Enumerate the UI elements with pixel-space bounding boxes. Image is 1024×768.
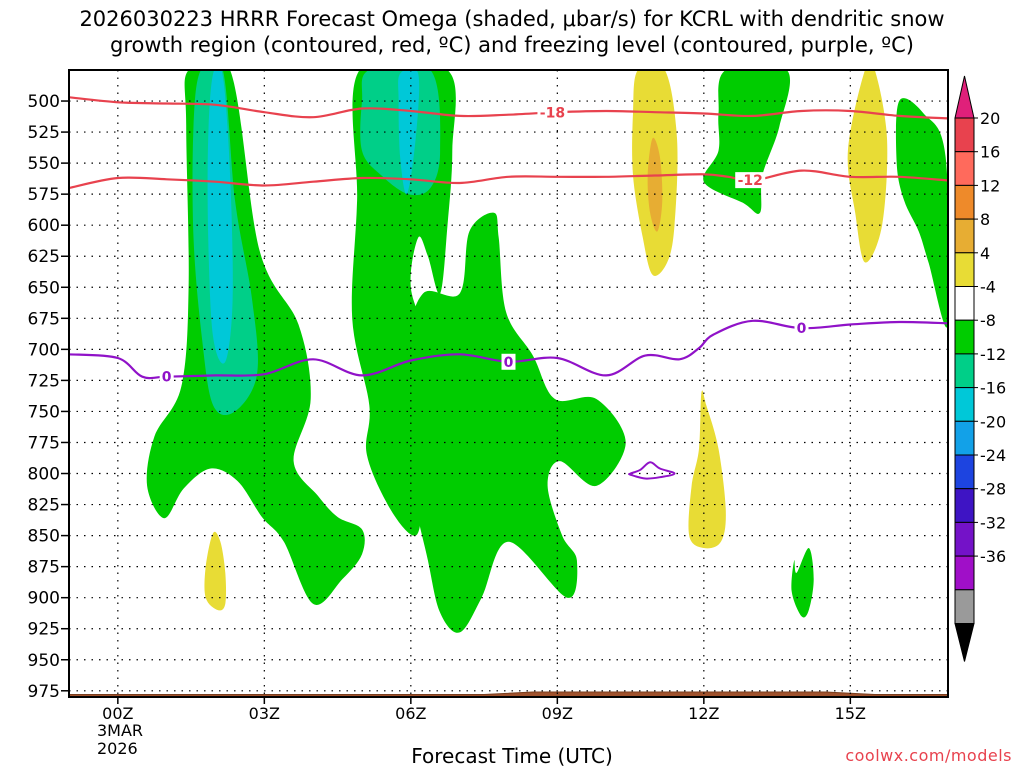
colorbar-top-arrow (954, 75, 975, 119)
colorbar-swatch-3 (954, 218, 975, 254)
y-tick-label-725: 725 (28, 371, 60, 391)
x-tick-label-15Z: 15Z (835, 704, 866, 723)
colorbar-swatch-7 (954, 353, 975, 389)
colorbar-label--20: -20 (980, 412, 1006, 431)
y-tick-label-950: 950 (28, 651, 60, 671)
dgz-label-bg (537, 104, 568, 121)
y-tick-label-825: 825 (28, 496, 60, 516)
colorbar-swatch-9 (954, 420, 975, 456)
freezing-label-bg (794, 320, 809, 337)
y-axis: 500 525 550 575 600 625 650 675 700 725 750 775 800 8… (28, 92, 69, 702)
colorbar-label-8: 8 (980, 210, 990, 229)
colorbar-swatch-4 (954, 252, 975, 288)
y-tick-label-500: 500 (28, 92, 60, 112)
y-tick-label-600: 600 (28, 216, 60, 236)
colorbar-swatch-8 (954, 387, 975, 422)
freezing-label-2: 0 (797, 321, 807, 337)
x-tick-label-03Z: 03Z (249, 704, 280, 723)
colorbar-label--8: -8 (980, 311, 996, 330)
colorbar-bottom-arrow (954, 623, 975, 662)
colorbar-label--32: -32 (980, 513, 1006, 532)
chart-title-line1: 2026030223 HRRR Forecast Omega (shaded, … (79, 7, 945, 31)
dgz-label--18: -18 (540, 105, 565, 121)
dgz-label--12: -12 (738, 173, 763, 189)
colorbar-label-4: 4 (980, 244, 990, 263)
omega-shading (146, 70, 948, 633)
colorbar: 20 16 12 8 4 -4 -8 -12 -16 -20 -24 -28 -32 -36 (954, 75, 1006, 662)
colorbar-swatch-0 (954, 117, 975, 153)
omega-region-11 (847, 70, 888, 263)
date-label-day: 3MAR (97, 721, 144, 740)
colorbar-label--4: -4 (980, 278, 996, 297)
y-tick-label-850: 850 (28, 527, 60, 547)
freezing-label-bg (159, 368, 174, 385)
omega-region-9 (398, 70, 420, 195)
omega-region-14 (647, 137, 663, 232)
x-tick-label-00Z: 00Z (102, 704, 133, 723)
colorbar-label--36: -36 (980, 547, 1006, 566)
y-tick-label-975: 975 (28, 682, 60, 702)
colorbar-label--16: -16 (980, 379, 1006, 398)
x-axis-label: Forecast Time (UTC) (411, 744, 613, 768)
colorbar-swatch-6 (954, 319, 975, 355)
omega-region-8 (207, 70, 233, 364)
omega-region-2 (407, 212, 626, 633)
y-tick-label-750: 750 (28, 402, 60, 422)
colorbar-label-16: 16 (980, 143, 1000, 162)
dgz-contour--12 (69, 169, 948, 190)
colorbar-label--24: -24 (980, 446, 1006, 465)
colorbar-swatch-13 (954, 555, 975, 591)
dgz-label-bg (735, 172, 766, 189)
freezing-level-line (69, 319, 948, 380)
colorbar-swatch-14 (954, 589, 975, 624)
freezing-level-loop (628, 461, 676, 480)
omega-region-3 (703, 70, 791, 214)
x-tick-label-09Z: 09Z (542, 704, 573, 723)
date-label-year: 2026 (97, 739, 138, 758)
x-tick-label-06Z: 06Z (395, 704, 426, 723)
x-axis: 00Z 03Z 06Z 09Z 12Z 15Z (102, 697, 866, 723)
x-tick-label-12Z: 12Z (688, 704, 719, 723)
freezing-label-bg (501, 353, 516, 370)
colorbar-swatch-1 (954, 151, 975, 186)
y-tick-label-625: 625 (28, 247, 60, 267)
y-tick-label-900: 900 (28, 589, 60, 609)
colorbar-swatch-2 (954, 184, 975, 220)
y-tick-label-675: 675 (28, 309, 60, 329)
y-tick-label-700: 700 (28, 340, 60, 360)
freezing-label-1: 0 (504, 355, 514, 371)
colorbar-swatch-11 (954, 488, 975, 523)
y-tick-label-775: 775 (28, 433, 60, 453)
colorbar-label-20: 20 (980, 109, 1000, 128)
y-tick-label-925: 925 (28, 620, 60, 640)
y-tick-label-875: 875 (28, 558, 60, 578)
y-tick-label-550: 550 (28, 154, 60, 174)
colorbar-label--12: -12 (980, 345, 1006, 364)
omega-region-5 (791, 547, 814, 618)
y-tick-label-650: 650 (28, 278, 60, 298)
plot-frame (68, 69, 949, 698)
colorbar-swatch-10 (954, 454, 975, 490)
site-credit: coolwx.com/models (845, 746, 1012, 765)
dgz-contour--18 (69, 96, 948, 120)
y-tick-label-525: 525 (28, 123, 60, 143)
omega-region-13 (204, 531, 227, 611)
freezing-label-0: 0 (162, 370, 172, 386)
colorbar-label--28: -28 (980, 480, 1006, 499)
colorbar-swatch-5 (954, 286, 975, 321)
omega-region-4 (895, 98, 948, 328)
y-tick-label-575: 575 (28, 185, 60, 205)
colorbar-label-12: 12 (980, 176, 1000, 195)
chart-title-line2: growth region (contoured, red, ºC) and f… (110, 33, 914, 57)
y-tick-label-800: 800 (28, 465, 60, 485)
contour-lines: -18 -12 0 0 0 (69, 96, 948, 480)
omega-region-12 (688, 390, 726, 549)
colorbar-swatch-12 (954, 521, 975, 557)
